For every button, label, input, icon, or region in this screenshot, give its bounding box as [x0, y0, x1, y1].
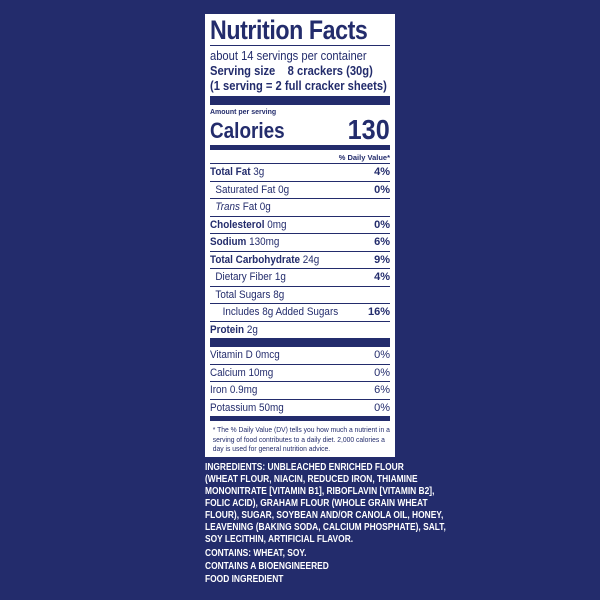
vitamin-row-calcium: Calcium 10mg 0% [210, 363, 390, 382]
nutrient-row-protein: Protein 2g [210, 320, 390, 339]
serving-note: (1 serving = 2 full cracker sheets) [210, 78, 387, 93]
nutrient-row-sodium: Sodium 130mg 6% [210, 233, 390, 251]
ingredients-block: INGREDIENTS: UNBLEACHED ENRICHED FLOUR (… [205, 461, 446, 586]
nutrient-row-trans-fat: Trans Fat 0g [210, 198, 390, 216]
ingredients-line: FLOUR), SUGAR, SOYBEAN AND/OR CANOLA OIL… [205, 509, 444, 521]
ingredients-line: INGREDIENTS: UNBLEACHED ENRICHED FLOUR [205, 461, 404, 473]
nutrient-row-cholesterol: Cholesterol 0mg 0% [210, 215, 390, 234]
ingredients-line: MONONITRATE [VITAMIN B1], RIBOFLAVIN [VI… [205, 485, 435, 497]
serving-size-value: 8 crackers (30g) [287, 63, 373, 78]
ingredients-line: LEAVENING (BAKING SODA, CALCIUM PHOSPHAT… [205, 521, 446, 533]
daily-value-footnote: * The % Daily Value (DV) tells you how m… [212, 425, 390, 453]
nutrient-row-total-fat: Total Fat 3g 4% [210, 163, 390, 181]
calories-label: Calories [210, 118, 285, 143]
nutrient-row-added-sugars: Includes 8g Added Sugars 16% [210, 303, 390, 321]
label-title: Nutrition Facts [210, 15, 368, 45]
nutrition-facts-label: Nutrition Facts about 14 servings per co… [205, 14, 395, 457]
daily-value-header: % Daily Value* [338, 153, 390, 162]
calories-row: Calories 130 [210, 114, 390, 145]
amount-per-serving: Amount per serving [210, 109, 277, 116]
ingredients-line: (WHEAT FLOUR, NIACIN, REDUCED IRON, THIA… [205, 473, 418, 485]
thick-divider [210, 338, 390, 347]
vitamin-row-iron: Iron 0.9mg 6% [210, 381, 390, 399]
servings-per-container: about 14 servings per container [210, 48, 367, 63]
nutrient-row-total-sugars: Total Sugars 8g [210, 285, 390, 304]
nutrient-row-saturated-fat: Saturated Fat 0g 0% [210, 180, 390, 199]
vitamin-row-vitamin-d: Vitamin D 0mcg 0% [210, 349, 390, 361]
vitamin-row-potassium: Potassium 50mg 0% [210, 398, 390, 417]
nutrient-row-total-carbohydrate: Total Carbohydrate 24g 9% [210, 250, 390, 269]
bioengineered-statement-2: FOOD INGREDIENT [205, 573, 284, 585]
serving-size-label: Serving size [210, 63, 276, 78]
footnote-wrapper: * The % Daily Value (DV) tells you how m… [210, 421, 390, 454]
divider [210, 45, 390, 46]
package-panel: Nutrition Facts about 14 servings per co… [205, 14, 446, 586]
ingredients-line: SOY LECITHIN, ARTIFICIAL FLAVOR. [205, 533, 354, 545]
nutrient-row-dietary-fiber: Dietary Fiber 1g 4% [210, 268, 390, 286]
medium-divider [210, 145, 390, 150]
ingredients-line: FOLIC ACID), GRAHAM FLOUR (WHOLE GRAIN W… [205, 497, 428, 509]
bioengineered-statement-1: CONTAINS A BIOENGINEERED [205, 560, 329, 572]
serving-size: Serving size 8 crackers (30g) [210, 63, 373, 78]
medium-divider [210, 416, 390, 421]
calories-value: 130 [347, 114, 390, 145]
thick-divider [210, 96, 390, 105]
allergen-statement: CONTAINS: WHEAT, SOY. [205, 547, 307, 559]
